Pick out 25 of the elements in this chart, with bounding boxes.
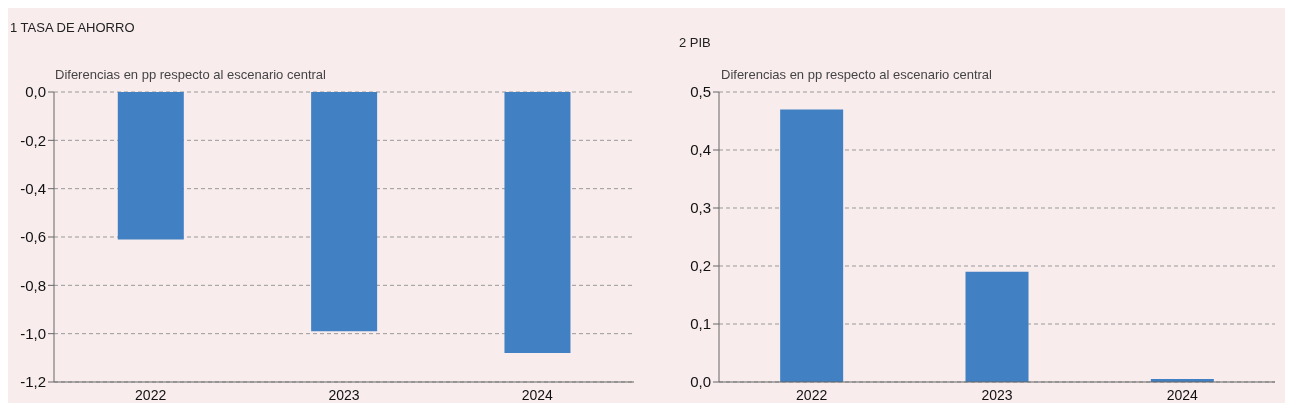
x-tick-label: 2024 <box>1166 386 1199 403</box>
y-tick-label: -0,8 <box>20 276 46 294</box>
x-tick-label: 2022 <box>796 386 828 403</box>
x-tick-label: 2024 <box>521 386 554 403</box>
y-tick-label: 0,3 <box>690 199 711 217</box>
x-tick-label: 2023 <box>328 386 360 403</box>
chart-title: 1 TASA DE AHORRO <box>10 20 135 35</box>
y-tick-label: -0,6 <box>20 228 46 246</box>
y-tick-label: 0,4 <box>690 141 711 159</box>
y-tick-label: -0,4 <box>20 179 46 197</box>
y-tick-label: 0,5 <box>690 83 711 101</box>
y-axis-title: Diferencias en pp respecto al escenario central <box>55 67 326 82</box>
x-tick-label: 2022 <box>135 386 167 403</box>
x-tick-label: 2023 <box>981 386 1013 403</box>
chart-title: 2 PIB <box>679 35 711 50</box>
bar <box>965 271 1029 382</box>
y-tick-label: -0,2 <box>20 131 46 149</box>
y-tick-label: -1,2 <box>20 373 46 391</box>
y-tick-label: 0,0 <box>690 373 711 391</box>
y-tick-label: 0,0 <box>25 83 46 101</box>
y-tick-label: 0,2 <box>690 257 711 275</box>
y-tick-label: 0,1 <box>690 315 711 333</box>
y-tick-label: -1,0 <box>20 324 46 342</box>
bar <box>780 109 844 382</box>
y-axis-title: Diferencias en pp respecto al escenario central <box>721 67 992 82</box>
